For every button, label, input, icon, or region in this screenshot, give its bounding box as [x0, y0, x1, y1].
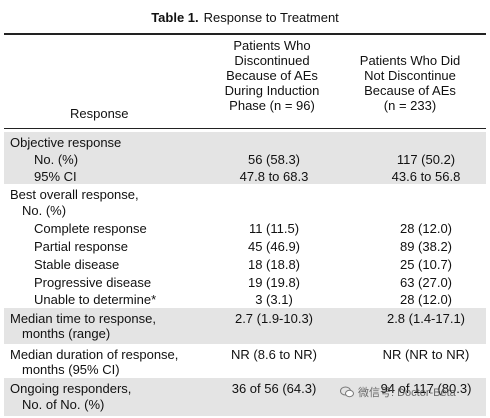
header-col2: Patients Who Did Not Discontinue Because…	[352, 53, 468, 113]
header-col1-line: Discontinued	[234, 53, 310, 68]
table-title: Table 1. Response to Treatment	[0, 0, 490, 34]
row-label: No. (%)	[34, 152, 79, 167]
cell-col1: NR (8.6 to NR)	[231, 347, 317, 362]
row-label: No. (%)	[22, 203, 67, 218]
header-response: Response	[70, 106, 129, 121]
cell-col1: 11 (11.5)	[248, 221, 300, 236]
cell-col1: 36 of 56 (64.3)	[231, 381, 317, 396]
row-label: Best overall response,	[10, 187, 139, 202]
row-ongoing-responders: Ongoing responders, 36 of 56 (64.3) 94 o…	[4, 378, 486, 416]
header-col2-line: Because of AEs	[364, 83, 456, 98]
table-caption: Response to Treatment	[203, 9, 339, 25]
row-label: 95% CI	[34, 169, 77, 184]
cell-col2: NR (NR to NR)	[382, 347, 470, 362]
row-label: Objective response	[10, 135, 122, 150]
header-rule	[4, 128, 486, 129]
row-median-duration: Median duration of response, NR (8.6 to …	[4, 344, 486, 380]
cell-col2: 28 (12.0)	[399, 292, 453, 307]
wechat-icon	[340, 386, 354, 398]
cell-col1: 18 (18.8)	[247, 257, 301, 272]
cell-col1: 45 (46.9)	[247, 239, 301, 254]
header-col2-line: Not Discontinue	[364, 68, 456, 83]
row-median-time: Median time to response, 2.7 (1.9-10.3) …	[4, 308, 486, 344]
cell-col1: 56 (58.3)	[247, 152, 301, 167]
row-group-objective: Objective response No. (%) 56 (58.3) 117…	[4, 132, 486, 184]
watermark: 微信号: Doctor-Beta	[340, 384, 456, 400]
cell-col1: 2.7 (1.9-10.3)	[234, 311, 314, 326]
header-col2-line: (n = 233)	[383, 98, 437, 113]
row-label: Ongoing responders,	[10, 381, 132, 396]
row-label: No. of No. (%)	[22, 397, 105, 412]
row-label: Partial response	[34, 239, 128, 254]
row-label: Median time to response,	[10, 311, 156, 326]
row-label: months (range)	[22, 326, 111, 341]
header-col1: Patients Who Discontinued Because of AEs…	[214, 38, 330, 113]
row-label: Median duration of response,	[10, 347, 179, 362]
cell-col1: 47.8 to 68.3	[239, 169, 309, 184]
cell-col2: 63 (27.0)	[399, 275, 453, 290]
cell-col2: 94 of 117 (80.3)	[380, 381, 472, 396]
cell-col2: 89 (38.2)	[399, 239, 453, 254]
top-rule	[4, 33, 486, 35]
header-col1-line: Phase (n = 96)	[229, 98, 315, 113]
cell-col2: 117 (50.2)	[396, 152, 456, 167]
header-col1-line: Because of AEs	[226, 68, 318, 83]
header-col2-line: Patients Who Did	[359, 53, 461, 68]
row-label: Stable disease	[34, 257, 120, 272]
header-col1-line: Patients Who	[233, 38, 311, 53]
row-group-best-response: Best overall response, No. (%) Complete …	[4, 184, 486, 308]
row-label: Unable to determine*	[34, 292, 157, 307]
cell-col2: 25 (10.7)	[399, 257, 453, 272]
cell-col1: 19 (19.8)	[247, 275, 301, 290]
table-number: Table 1.	[151, 9, 199, 25]
cell-col1: 3 (3.1)	[255, 292, 293, 307]
cell-col2: 28 (12.0)	[399, 221, 453, 236]
row-label: Complete response	[34, 221, 147, 236]
row-label: Progressive disease	[34, 275, 152, 290]
cell-col2: 43.6 to 56.8	[391, 169, 461, 184]
row-label: months (95% CI)	[22, 362, 120, 377]
header-col1-line: During Induction	[224, 83, 320, 98]
watermark-text: 微信号: Doctor-Beta	[358, 387, 456, 399]
cell-col2: 2.8 (1.4-17.1)	[386, 311, 466, 326]
